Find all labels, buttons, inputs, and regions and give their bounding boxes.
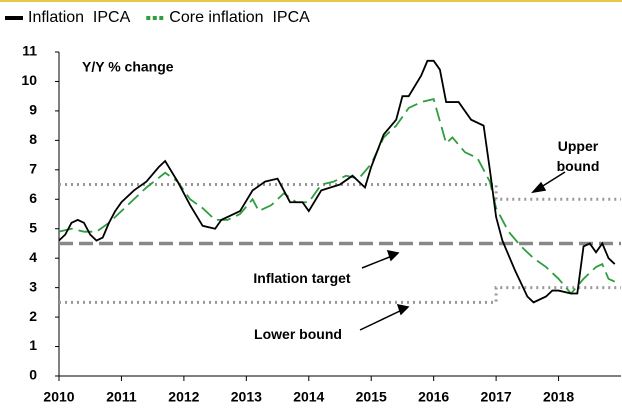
y-tick-label: 4 (29, 249, 37, 265)
y-tick-label: 11 (22, 43, 37, 59)
y-tick-label: 9 (29, 102, 37, 118)
annotation: Inflation target (253, 270, 351, 286)
line-series (58, 59, 616, 304)
arrow (361, 255, 393, 269)
axis-label: Y/Y % change (82, 59, 174, 75)
x-tick-label: 2018 (543, 389, 574, 405)
annotation: Upper bound (556, 138, 600, 174)
y-tick-label: 10 (21, 72, 37, 88)
y-tick-label: 5 (29, 219, 37, 235)
x-tick-label: 2012 (168, 389, 199, 405)
arrow-head (396, 304, 410, 316)
y-tick-label: 2 (29, 308, 37, 324)
arrows (359, 171, 566, 331)
x-tick-label: 2013 (231, 389, 262, 405)
x-tick-label: 2014 (293, 389, 324, 405)
line-series (58, 98, 616, 295)
y-tick-label: 7 (29, 161, 37, 177)
y-tick-label: 3 (29, 278, 37, 294)
legend-label: Inflation IPCA (28, 9, 131, 26)
arrow-head (386, 250, 400, 262)
x-tick-label: 2017 (481, 389, 512, 405)
reference-line (59, 286, 621, 304)
legend-label: Core inflation IPCA (169, 9, 310, 26)
x-tick-label: 2015 (356, 389, 387, 405)
arrow-head (531, 181, 547, 194)
annotation: Lower bound (254, 326, 342, 342)
y-tick-label: 8 (29, 131, 37, 147)
y-tick-label: 0 (29, 367, 37, 383)
x-tick-label: 2010 (43, 389, 74, 405)
y-tick-label: 6 (29, 190, 37, 206)
arrow (359, 309, 403, 331)
x-tick-label: 2016 (418, 389, 449, 405)
reference-line (59, 183, 621, 201)
x-tick-label: 2011 (106, 389, 137, 405)
y-tick-label: 1 (29, 337, 37, 353)
